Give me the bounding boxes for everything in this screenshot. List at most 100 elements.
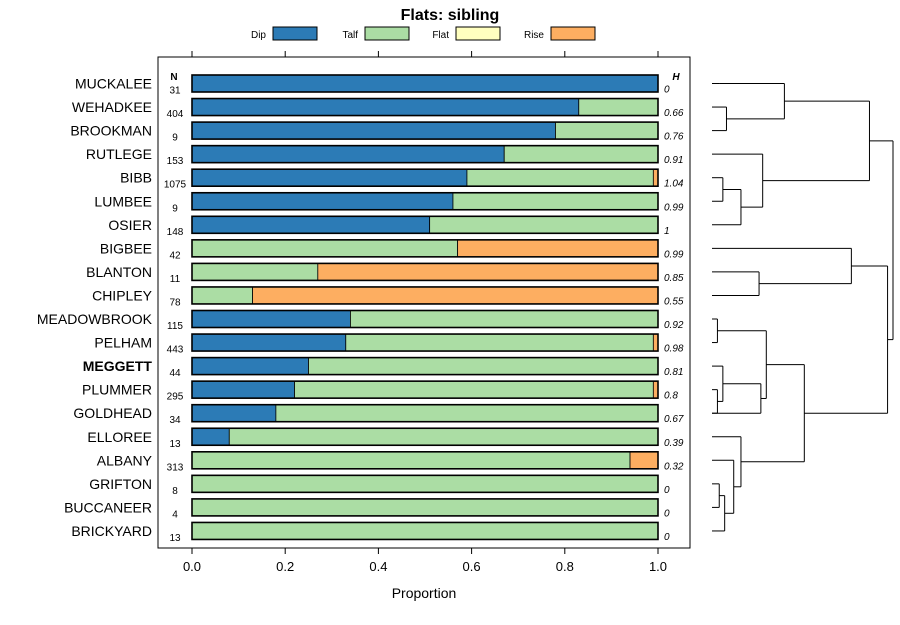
bar-segment-talf (294, 380, 654, 399)
bar-segment-rise (629, 451, 659, 470)
n-value: 313 (167, 462, 184, 473)
category-label: RUTLEGE (86, 146, 152, 162)
bar-segment-dip (191, 192, 454, 211)
legend: Dip Talf Flat Rise (251, 26, 596, 41)
n-value: 404 (167, 109, 184, 120)
bar-outline (191, 309, 659, 329)
bar-segment-dip (191, 121, 556, 140)
bar-outline (191, 521, 659, 541)
legend-label-dip: Dip (251, 30, 266, 41)
bar-segment-dip (191, 215, 431, 234)
legend-swatch-flat (455, 26, 501, 41)
bar-outline (191, 144, 659, 164)
bar-segment-talf (191, 262, 319, 281)
x-axis: 0.0 0.2 0.4 0.6 0.8 1.0 (183, 51, 667, 574)
legend-swatch-dip (272, 26, 318, 41)
n-value: 443 (167, 345, 184, 356)
bar-outline (191, 286, 659, 305)
bar-outline (191, 74, 659, 93)
bar-segment-dip (191, 427, 230, 446)
category-label: MEADOWBROOK (37, 311, 153, 327)
legend-label-rise: Rise (524, 30, 544, 41)
legend-label-talf: Talf (342, 30, 358, 41)
x-axis-label: Proportion (392, 585, 457, 601)
x-tick-label: 1.0 (649, 559, 667, 574)
h-value: 0.32 (664, 461, 684, 472)
n-value: 31 (169, 86, 181, 97)
category-label: CHIPLEY (92, 287, 153, 303)
bar-outline (191, 403, 659, 423)
h-value: 1 (664, 226, 670, 237)
h-value: 0.8 (664, 391, 678, 402)
x-tick-label: 0.2 (276, 559, 294, 574)
legend-label-flat: Flat (432, 30, 449, 41)
bar-segment-talf (191, 474, 659, 493)
bar-segment-talf (228, 427, 659, 446)
x-tick-label: 0.8 (556, 559, 574, 574)
category-label: BRICKYARD (71, 523, 152, 539)
bar-segment-rise (252, 286, 659, 305)
legend-swatch-talf (364, 26, 410, 41)
category-label: LUMBEE (94, 193, 152, 209)
bar-segment-dip (191, 310, 351, 328)
n-value: 11 (170, 274, 181, 285)
h-value: 0 (664, 485, 670, 496)
n-value: 153 (167, 156, 184, 167)
n-value: 9 (172, 203, 178, 214)
h-value: 0.39 (664, 438, 684, 449)
n-value: 78 (169, 297, 181, 308)
h-column-header: H (672, 72, 680, 83)
bar-segment-dip (191, 333, 347, 352)
bar-segment-talf (191, 239, 459, 258)
bar-outline (191, 97, 659, 117)
bar-outline (191, 121, 659, 140)
h-value: 0.55 (664, 296, 684, 307)
bar-segment-dip (191, 74, 659, 93)
h-value: 0.67 (664, 414, 684, 425)
n-value: 1075 (164, 180, 187, 191)
h-value: 0 (664, 85, 670, 96)
h-value: 1.04 (664, 179, 684, 190)
h-value: 0.81 (664, 367, 683, 378)
bar-outline (191, 262, 659, 282)
x-tick-label: 0.6 (463, 559, 481, 574)
h-value: 0.99 (664, 202, 684, 213)
bar-segment-talf (503, 145, 659, 164)
dendrogram (712, 83, 894, 532)
h-value: 0.76 (664, 132, 684, 143)
h-value: 0.92 (664, 320, 684, 331)
bar-segment-talf (555, 121, 659, 140)
category-label: ALBANY (97, 452, 153, 468)
bar-outline (191, 215, 659, 235)
n-value: 4 (172, 509, 178, 520)
category-label: WEHADKEE (72, 99, 152, 115)
n-value: 9 (172, 133, 178, 144)
category-label: GOLDHEAD (73, 405, 152, 421)
bar-segment-talf (275, 404, 659, 423)
bar-outline (191, 356, 659, 376)
bar-segment-talf (191, 522, 659, 540)
bar-outline (191, 498, 659, 517)
bar-segment-talf (308, 357, 659, 376)
n-value: 148 (167, 227, 184, 238)
bar-segment-talf (429, 215, 659, 234)
category-label: PLUMMER (82, 382, 152, 398)
bar-outline (191, 239, 659, 258)
bar-outline (191, 474, 659, 494)
bar-segment-talf (578, 98, 659, 116)
bars: MUCKALEE 31 0 WEHADKEE 404 0.66 BROOKMAN 9 0.76 R… (37, 74, 684, 544)
category-label: BIBB (120, 170, 152, 186)
bar-outline (191, 427, 659, 447)
x-tick-label: 0.4 (369, 559, 387, 574)
h-value: 0.66 (664, 108, 684, 119)
bar-segment-talf (452, 192, 659, 211)
bar-outline (191, 191, 659, 211)
bar-segment-talf (191, 286, 253, 305)
bar-segment-dip (191, 168, 468, 187)
bar-segment-dip (191, 404, 277, 423)
bar-outline (191, 380, 659, 399)
h-value: 0.99 (664, 249, 684, 260)
bar-segment-dip (191, 98, 580, 116)
